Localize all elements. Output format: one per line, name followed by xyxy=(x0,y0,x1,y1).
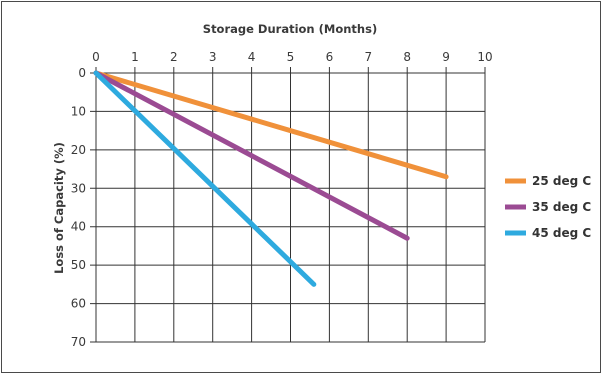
x-tick-label: 10 xyxy=(477,50,492,64)
series-line-35-deg-c xyxy=(93,70,410,241)
legend: 25 deg C 35 deg C 45 deg C xyxy=(505,174,591,240)
x-tick-label: 2 xyxy=(170,50,178,64)
y-tick-label: 30 xyxy=(71,181,86,195)
x-tick-label: 9 xyxy=(442,50,450,64)
y-tick-label: 60 xyxy=(71,297,86,311)
x-tick-label: 6 xyxy=(326,50,334,64)
y-tick-label: 10 xyxy=(71,104,86,118)
x-axis-title: Storage Duration (Months) xyxy=(203,22,377,36)
y-tick-labels: 0 10 20 30 40 50 60 70 xyxy=(71,66,86,349)
y-tick-label: 40 xyxy=(71,220,86,234)
x-tick-label: 4 xyxy=(248,50,256,64)
legend-label: 45 deg C xyxy=(532,226,591,240)
x-tick-label: 5 xyxy=(287,50,295,64)
series-lines xyxy=(93,70,449,287)
x-tick-labels: 0 1 2 3 4 5 6 7 8 9 10 xyxy=(92,50,492,64)
x-tick-label: 7 xyxy=(364,50,372,64)
x-tick-label: 8 xyxy=(403,50,411,64)
x-tick-label: 1 xyxy=(131,50,139,64)
legend-label: 35 deg C xyxy=(532,200,591,214)
series-line-25-deg-c xyxy=(93,70,449,180)
x-tick-label: 3 xyxy=(209,50,217,64)
y-tick-label: 50 xyxy=(71,258,86,272)
series-line-45-deg-c xyxy=(93,70,317,287)
y-tick-label: 20 xyxy=(71,143,86,157)
x-tick-label: 0 xyxy=(92,50,100,64)
y-axis-title: Loss of Capacity (%) xyxy=(52,142,66,274)
y-tick-label: 70 xyxy=(71,335,86,349)
legend-label: 25 deg C xyxy=(532,174,591,188)
grid xyxy=(90,67,486,343)
y-tick-label: 0 xyxy=(78,66,86,80)
